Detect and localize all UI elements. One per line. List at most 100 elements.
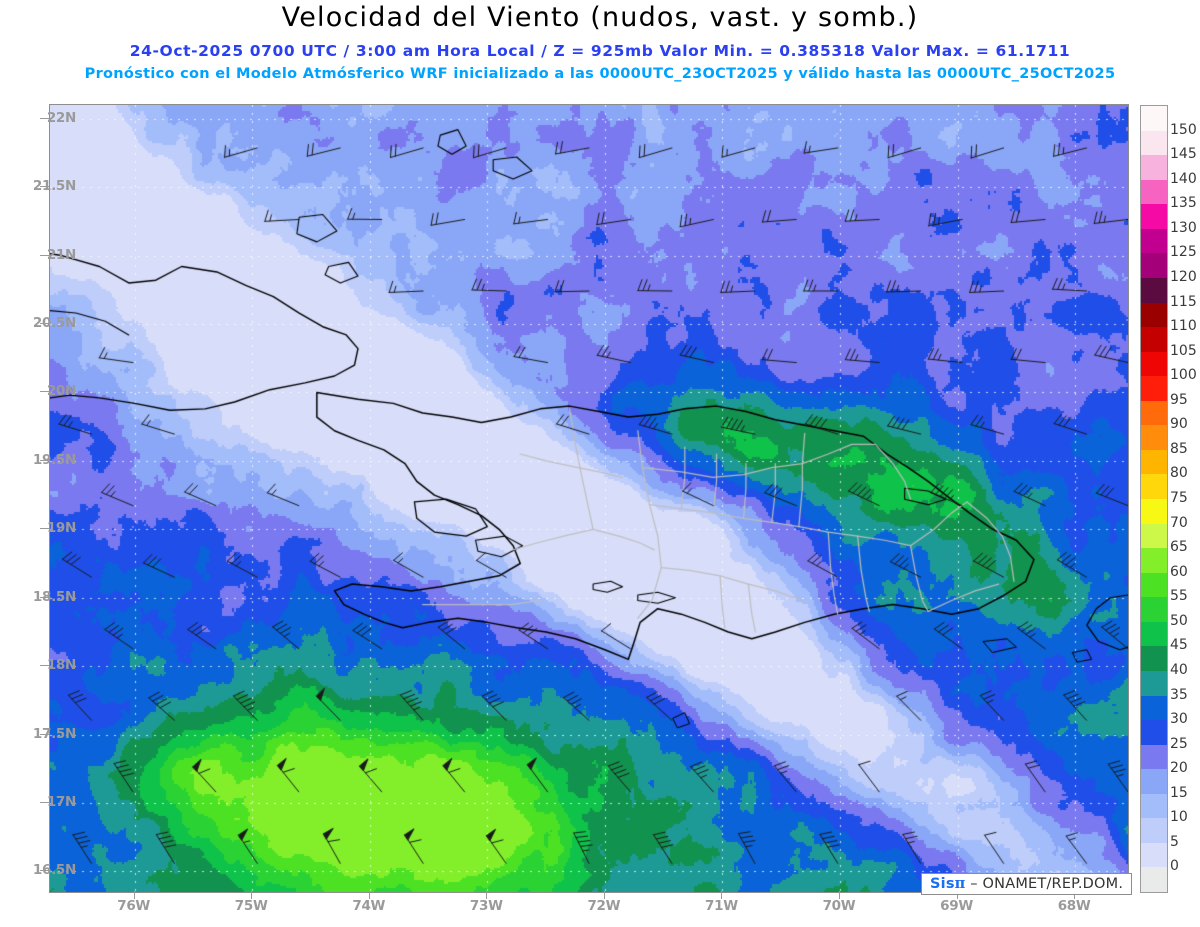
- lat-tick-label: 19.5N: [32, 451, 76, 468]
- colorbar-tick-label: 130: [1170, 219, 1197, 236]
- colorbar-cell: [1141, 818, 1167, 843]
- lon-tick-mark: [838, 891, 840, 899]
- colorbar-cell: [1141, 744, 1167, 770]
- map-plot-area[interactable]: [49, 104, 1129, 893]
- colorbar-cell: [1141, 302, 1167, 328]
- colorbar-tick-label: 125: [1170, 244, 1197, 261]
- lon-tick-mark: [603, 891, 605, 899]
- lat-tick-label: 18.5N: [32, 588, 76, 605]
- lon-tick-label: 76W: [117, 898, 151, 914]
- page-title: Velocidad del Viento (nudos, vast. y som…: [281, 2, 919, 33]
- colorbar-cell: [1141, 842, 1167, 868]
- lat-tick-label: 18N: [46, 657, 76, 674]
- watermark-sis-text: Sis: [930, 876, 955, 892]
- lon-tick-label: 72W: [587, 898, 621, 914]
- lon-tick-mark: [486, 891, 488, 899]
- colorbar-tick-label: 15: [1170, 784, 1188, 801]
- colorbar-cell: [1141, 695, 1167, 721]
- colorbar-tick-label: 145: [1170, 146, 1197, 163]
- subtitle-model-info: Pronóstico con el Modelo Atmósferico WRF…: [84, 66, 1116, 82]
- colorbar-cell: [1141, 572, 1167, 598]
- colorbar-tick-label: 50: [1170, 612, 1188, 629]
- colorbar-cell: [1141, 253, 1167, 278]
- lon-tick-mark: [721, 891, 723, 899]
- lat-tick-mark: [40, 665, 49, 667]
- lon-tick-mark: [1074, 891, 1076, 899]
- lat-tick-label: 20.5N: [32, 314, 76, 331]
- colorbar-cell: [1141, 793, 1167, 819]
- lat-tick-mark: [40, 528, 49, 530]
- colorbar-tick-label: 60: [1170, 563, 1188, 580]
- lat-tick-mark: [40, 322, 49, 324]
- colorbar-tick-label: 10: [1170, 809, 1188, 826]
- lon-tick-mark: [251, 891, 253, 899]
- lat-tick-mark: [40, 391, 49, 393]
- pi-icon: π: [954, 875, 966, 892]
- colorbar-cell: [1141, 228, 1167, 254]
- colorbar-tick-label: 45: [1170, 637, 1188, 654]
- lon-tick-mark: [133, 891, 135, 899]
- lon-tick-label: 71W: [705, 898, 738, 914]
- colorbar-cell: [1141, 621, 1167, 647]
- lat-tick-mark: [40, 254, 49, 256]
- lon-tick-label: 75W: [234, 898, 268, 914]
- lat-tick-label: 17N: [46, 794, 76, 811]
- colorbar-cell: [1141, 106, 1167, 131]
- lon-tick-label: 73W: [469, 898, 503, 914]
- colorbar-tick-label: 55: [1170, 588, 1188, 605]
- lat-tick-label: 22N: [46, 109, 76, 126]
- lon-tick-label: 74W: [352, 898, 386, 914]
- colorbar-cell: [1141, 204, 1167, 229]
- colorbar-cell: [1141, 351, 1167, 377]
- colorbar-tick-label: 115: [1170, 293, 1197, 310]
- subtitle-run-info: 24-Oct-2025 0700 UTC / 3:00 am Hora Loca…: [129, 42, 1071, 60]
- colorbar-tick-label: 40: [1170, 661, 1188, 678]
- colorbar-cell: [1141, 130, 1167, 156]
- lat-tick-mark: [40, 596, 49, 598]
- colorbar-cell: [1141, 155, 1167, 180]
- lat-tick-mark: [40, 117, 49, 119]
- colorbar-tick-label: 95: [1170, 391, 1188, 408]
- colorbar-cell: [1141, 499, 1167, 524]
- colorbar-tick-label: 85: [1170, 440, 1188, 457]
- colorbar-cell: [1141, 425, 1167, 450]
- lat-tick-label: 21N: [46, 246, 76, 263]
- watermark-onamet: Sisπ – ONAMET/REP.DOM.: [921, 873, 1133, 895]
- colorbar-tick-label: 100: [1170, 367, 1197, 384]
- colorbar-tick-label: 110: [1170, 318, 1197, 335]
- lat-tick-label: 21.5N: [32, 178, 76, 195]
- lon-tick-label: 68W: [1057, 898, 1091, 914]
- lon-tick-label: 69W: [940, 898, 973, 914]
- colorbar-cell: [1141, 376, 1167, 401]
- colorbar-tick-label: 90: [1170, 416, 1188, 433]
- lat-tick-mark: [40, 186, 49, 188]
- colorbar-cell: [1141, 867, 1167, 892]
- chart-header: Velocidad del Viento (nudos, vast. y som…: [0, 0, 1200, 96]
- colorbar-cell: [1141, 327, 1167, 352]
- colorbar-tick-label: 35: [1170, 686, 1188, 703]
- lat-tick-label: 16.5N: [32, 862, 76, 879]
- colorbar-tick-label: 65: [1170, 539, 1188, 556]
- colorbar-tick-label: 120: [1170, 268, 1197, 285]
- lat-tick-label: 17.5N: [32, 725, 76, 742]
- colorbar-tick-label: 75: [1170, 490, 1188, 506]
- colorbar-tick-label: 150: [1170, 121, 1197, 138]
- colorbar-tick-label: 80: [1170, 465, 1188, 482]
- colorbar-cell: [1141, 474, 1167, 499]
- colorbar-cell: [1141, 548, 1167, 573]
- colorbar-tick-label: 25: [1170, 735, 1188, 752]
- colorbar-tick-label: 105: [1170, 342, 1197, 359]
- lat-tick-label: 19N: [46, 520, 76, 537]
- colorbar-cell: [1141, 670, 1167, 696]
- colorbar-cell: [1141, 277, 1167, 303]
- colorbar-cell: [1141, 769, 1167, 794]
- colorbar-cell: [1141, 523, 1167, 549]
- colorbar-tick-label: 20: [1170, 760, 1188, 777]
- lat-tick-mark: [40, 802, 49, 804]
- lat-tick-mark: [40, 870, 49, 872]
- lon-tick-mark: [368, 891, 370, 899]
- colorbar-wind-speed[interactable]: [1140, 105, 1168, 893]
- colorbar-cell: [1141, 720, 1167, 745]
- colorbar-cell: [1141, 597, 1167, 622]
- colorbar-tick-label: 0: [1170, 858, 1179, 875]
